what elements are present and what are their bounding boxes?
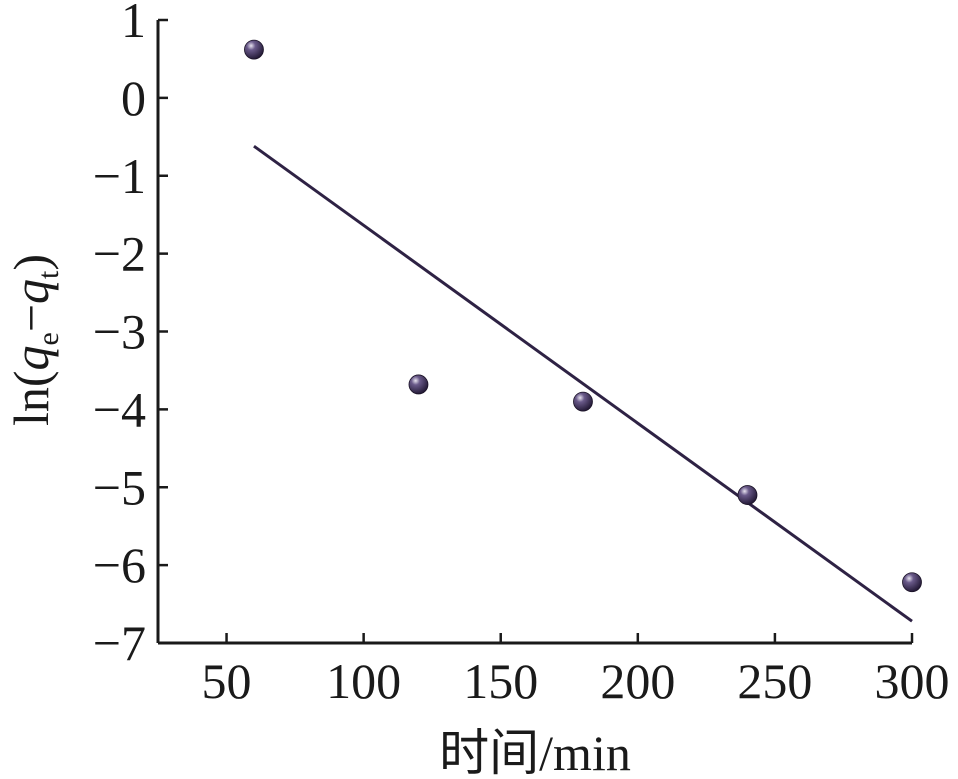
y-title-part-close: ) — [3, 254, 59, 271]
y-axis-ticks: 1 0 −1 −2 −3 −4 −5 −6 −7 — [93, 0, 168, 671]
y-tick-label: −6 — [93, 537, 146, 593]
y-axis-title: ln(qe−qt) — [3, 254, 65, 426]
x-axis-title: 时间/min — [439, 725, 631, 779]
data-points — [244, 39, 922, 593]
y-tick-label: 1 — [121, 0, 146, 48]
x-tick-label: 200 — [600, 653, 675, 709]
y-title-part-q2: q — [3, 279, 59, 304]
y-title-part-sub-t: t — [32, 270, 65, 279]
y-title-part-q1: q — [3, 345, 59, 370]
x-tick-label: 250 — [737, 653, 812, 709]
y-title-part-ln: ln( — [3, 370, 59, 426]
x-tick-label: 50 — [202, 653, 252, 709]
data-point — [573, 391, 593, 412]
y-title-part-minus: − — [3, 304, 59, 332]
axes — [156, 20, 912, 645]
data-point — [737, 485, 758, 505]
x-axis-ticks: 50 100 150 200 250 300 — [202, 633, 950, 709]
fit-line — [253, 144, 913, 623]
fit-line-group — [253, 144, 913, 623]
y-tick-label: −4 — [93, 381, 146, 437]
y-tick-label: −1 — [93, 148, 146, 204]
x-tick-label: 300 — [875, 653, 950, 709]
data-point — [902, 572, 922, 593]
y-title-part-sub-e: e — [32, 332, 65, 345]
y-tick-label: −3 — [93, 304, 146, 360]
y-tick-label: −5 — [93, 459, 146, 515]
x-tick-label: 100 — [326, 653, 401, 709]
data-point — [408, 374, 429, 395]
data-point — [244, 39, 264, 60]
x-tick-label: 150 — [463, 653, 538, 709]
y-tick-label: 0 — [121, 70, 146, 126]
y-tick-label: −7 — [93, 615, 146, 671]
y-tick-label: −2 — [93, 226, 146, 282]
